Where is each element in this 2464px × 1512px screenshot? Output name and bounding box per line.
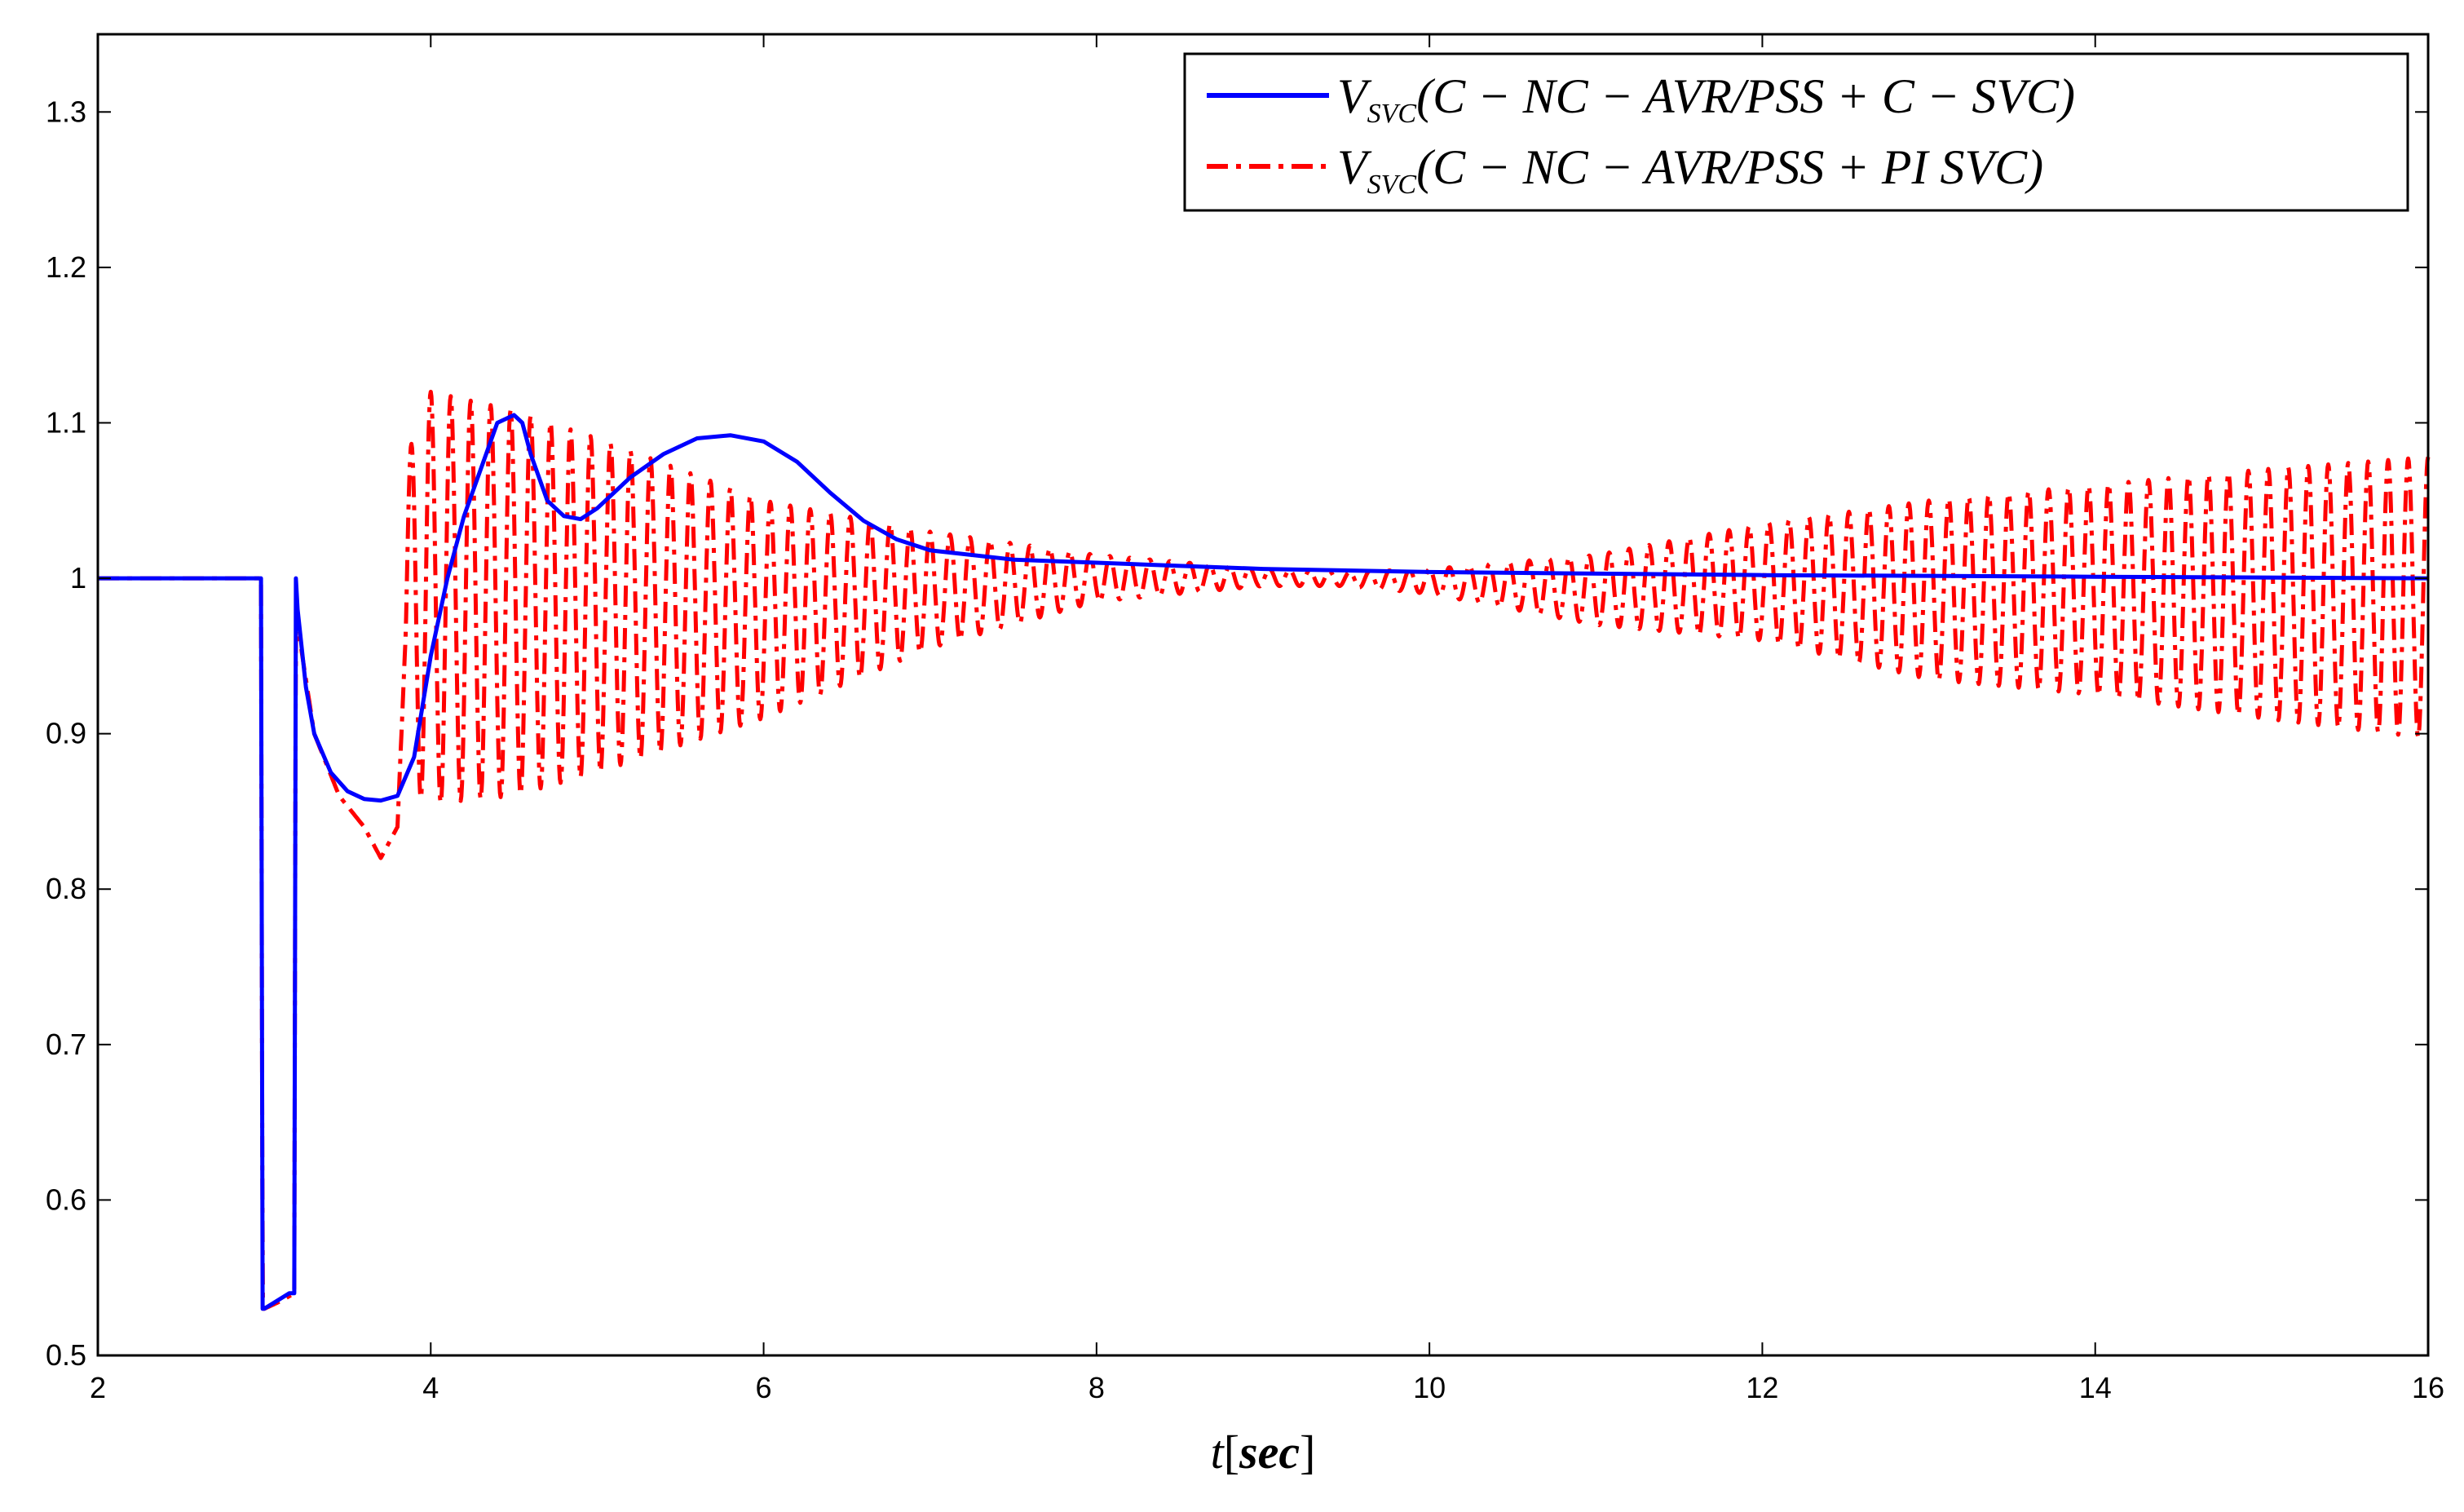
series-2-line <box>96 389 2431 1311</box>
x-axis-label-open-bracket: [ <box>1224 1426 1239 1479</box>
x-tick-label: 4 <box>422 1371 439 1404</box>
x-axis-label: t[sec] <box>1211 1426 1316 1479</box>
legend-sub-series-2: SVC <box>1367 170 1417 200</box>
y-tick-label: 0.7 <box>46 1028 86 1061</box>
legend-box <box>1183 52 2409 212</box>
y-tick-label: 1.1 <box>46 405 86 439</box>
y-tick-label: 0.9 <box>46 717 86 750</box>
x-tick-label: 10 <box>1413 1371 1446 1404</box>
legend-main-series-1: V <box>1337 69 1372 123</box>
legend-entry-series-1: VSVC(C − NC − AVR/PSS + C − SVC) <box>1337 69 2075 129</box>
x-tick-label: 8 <box>1088 1371 1105 1404</box>
x-tick-label: 16 <box>2412 1371 2444 1404</box>
x-axis-label-close-bracket: ] <box>1300 1426 1315 1479</box>
x-tick-label: 2 <box>90 1371 106 1404</box>
x-tick-label: 6 <box>756 1371 772 1404</box>
series-layer <box>96 389 2431 1311</box>
axes-layer: 2 4 6 8 10 12 14 16 0.5 0.6 0.7 0.8 0.9 1 1.1 1.2 1.3 <box>46 34 2444 1404</box>
y-tick-label: 1 <box>70 561 86 595</box>
x-tick-label: 12 <box>1746 1371 1778 1404</box>
series-1-line <box>98 413 2429 1311</box>
legend-sub-series-1: SVC <box>1367 99 1417 129</box>
legend-entry-series-2: VSVC(C − NC − AVR/PSS + PI SVC) <box>1337 140 2043 200</box>
x-axis-label-unit: sec <box>1239 1426 1300 1479</box>
plot-area-frame <box>96 33 2430 1357</box>
y-tick-label: 0.5 <box>46 1338 86 1372</box>
x-tick-label: 14 <box>2079 1371 2112 1404</box>
legend-main-series-2: V <box>1337 140 1372 194</box>
legend-rest-series-2: (C − NC − AVR/PSS + PI SVC) <box>1416 140 2043 194</box>
legend: VSVC(C − NC − AVR/PSS + C − SVC) VSVC(C … <box>1183 52 2409 212</box>
x-axis-label-var: t <box>1211 1426 1225 1479</box>
y-tick-label: 1.2 <box>46 250 86 284</box>
y-tick-label: 0.6 <box>46 1183 86 1216</box>
y-tick-label: 1.3 <box>46 95 86 128</box>
legend-rest-series-1: (C − NC − AVR/PSS + C − SVC) <box>1416 69 2075 123</box>
y-tick-label: 0.8 <box>46 872 86 905</box>
